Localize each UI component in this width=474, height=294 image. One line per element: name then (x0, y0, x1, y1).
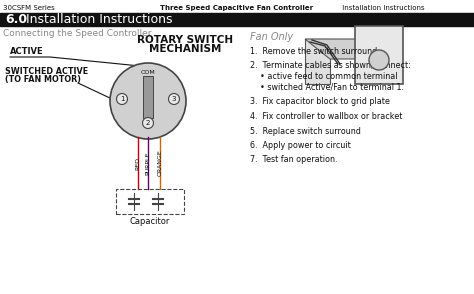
Bar (355, 26, 403, 84)
Circle shape (369, 50, 389, 70)
Text: 1.  Remove the switch surround: 1. Remove the switch surround (250, 46, 377, 56)
Circle shape (110, 63, 186, 139)
Bar (143, 76, 153, 118)
Text: Capacitor: Capacitor (130, 217, 170, 226)
Text: COM: COM (141, 71, 155, 76)
Text: RED: RED (136, 156, 140, 170)
Text: ORANGE: ORANGE (157, 150, 163, 176)
Text: 5.  Replace switch surround: 5. Replace switch surround (250, 126, 361, 136)
Circle shape (168, 93, 180, 104)
Text: • switched Active/Fan to terminal 1.: • switched Active/Fan to terminal 1. (260, 83, 404, 92)
Text: Connecting the Speed Controller: Connecting the Speed Controller (3, 29, 152, 38)
Polygon shape (305, 39, 380, 59)
Text: ACTIVE: ACTIVE (10, 47, 44, 56)
Text: 3: 3 (172, 96, 176, 102)
Text: Installation Instructions: Installation Instructions (340, 5, 425, 11)
Circle shape (143, 118, 154, 128)
Text: 6.  Apply power to circuit: 6. Apply power to circuit (250, 141, 351, 150)
Text: PURPLE: PURPLE (146, 151, 151, 175)
Text: Installation Instructions: Installation Instructions (22, 13, 173, 26)
Text: (TO FAN MOTOR): (TO FAN MOTOR) (5, 75, 81, 84)
Text: 7.  Test fan operation.: 7. Test fan operation. (250, 156, 337, 165)
Text: 6.0: 6.0 (5, 13, 27, 26)
Text: 3.  Fix capacitor block to grid plate: 3. Fix capacitor block to grid plate (250, 98, 390, 106)
Text: 2: 2 (146, 120, 150, 126)
Text: Three Speed Capacitive Fan Controller: Three Speed Capacitive Fan Controller (160, 5, 314, 11)
Text: ROTARY SWITCH: ROTARY SWITCH (137, 35, 233, 45)
Text: 4.  Fix controller to wallbox or bracket: 4. Fix controller to wallbox or bracket (250, 112, 402, 121)
Text: 30CSFM Series: 30CSFM Series (3, 5, 55, 11)
Text: Fan Only: Fan Only (250, 32, 293, 42)
Text: • active feed to common terminal: • active feed to common terminal (260, 72, 398, 81)
Text: 2.  Terminate cables as shown; connect:: 2. Terminate cables as shown; connect: (250, 61, 411, 70)
Text: MECHANISM: MECHANISM (149, 44, 221, 54)
Bar (0, 13, 474, 26)
Bar (116, 189, 184, 214)
Text: SWITCHED ACTIVE: SWITCHED ACTIVE (5, 67, 88, 76)
Polygon shape (305, 39, 330, 84)
Circle shape (117, 93, 128, 104)
Text: 1: 1 (120, 96, 124, 102)
